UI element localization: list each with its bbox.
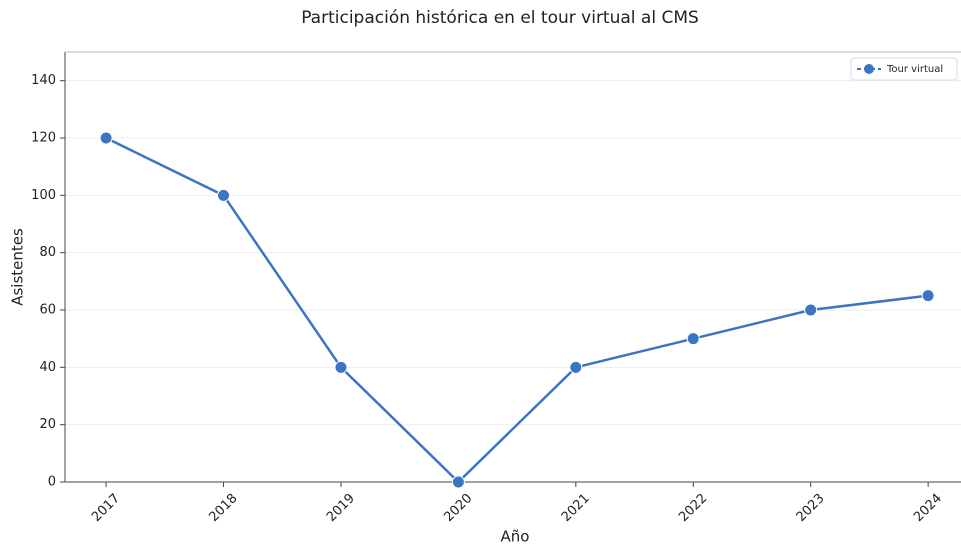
chart-title: Participación histórica en el tour virtu… [301, 8, 699, 28]
x-tick-label: 2018 [207, 491, 241, 525]
x-tick-label: 2019 [324, 491, 358, 525]
y-axis-label: Asistentes [9, 228, 27, 306]
y-tick-label: 60 [39, 303, 56, 318]
x-tick-label: 2020 [441, 491, 475, 525]
x-tick-label: 2021 [559, 491, 593, 525]
x-tick-label: 2023 [794, 491, 828, 525]
data-point [569, 360, 583, 374]
legend-label: Tour virtual [886, 64, 943, 75]
y-tick-label: 100 [31, 188, 56, 203]
data-point [217, 188, 231, 202]
y-tick-label: 40 [39, 360, 56, 375]
y-tick-label: 0 [48, 475, 56, 490]
data-point [334, 360, 348, 374]
x-tick-label: 2022 [676, 491, 710, 525]
x-tick-label: 2024 [911, 491, 945, 525]
legend: Tour virtual [850, 57, 958, 81]
data-point [99, 131, 113, 145]
y-tick-label: 140 [31, 73, 56, 88]
y-tick-label: 80 [39, 245, 56, 260]
data-point [921, 289, 935, 303]
y-tick-label: 20 [39, 417, 56, 432]
data-point [804, 303, 818, 317]
x-axis-label: Año [501, 528, 530, 546]
x-tick-label: 2017 [89, 491, 123, 525]
y-tick-label: 120 [31, 131, 56, 146]
legend-box [850, 57, 958, 81]
legend-marker [864, 64, 874, 74]
data-point [451, 475, 465, 489]
series-line [105, 136, 929, 484]
data-point [686, 332, 700, 346]
